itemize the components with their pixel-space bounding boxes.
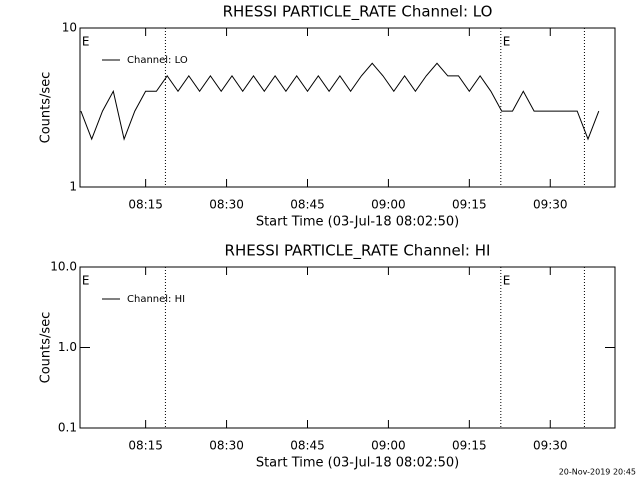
data-line xyxy=(80,62,600,141)
x-tick-label: 08:45 xyxy=(290,198,325,212)
x-tick-label: 09:30 xyxy=(533,439,568,453)
y-tick-label: 1 xyxy=(69,180,77,194)
footer: 20-Nov-2019 20:45 xyxy=(559,468,636,477)
legend-label: Channel: HI xyxy=(127,294,185,305)
y-tick-label: 10 xyxy=(62,21,77,35)
annotation: E xyxy=(82,274,90,288)
x-tick-label: 09:15 xyxy=(452,439,487,453)
x-tick-label: 09:15 xyxy=(452,198,487,212)
x-axis-label: Start Time (03-Jul-18 08:02:50) xyxy=(256,456,459,471)
y-axis-label: Counts/sec xyxy=(39,72,54,144)
y-tick-label: 10.0 xyxy=(50,260,77,274)
plot-frame xyxy=(79,27,616,188)
x-tick-label: 08:45 xyxy=(290,439,325,453)
annotation: E xyxy=(82,35,90,49)
y-axis-label: Counts/sec xyxy=(39,312,54,384)
x-tick-label: 08:15 xyxy=(128,198,163,212)
x-tick-label: 09:00 xyxy=(371,439,406,453)
chart-title: RHESSI PARTICLE_RATE Channel: HI xyxy=(225,242,491,261)
x-tick-label: 09:00 xyxy=(371,198,406,212)
x-tick-label: 08:30 xyxy=(209,198,244,212)
x-tick-label: 08:30 xyxy=(209,439,244,453)
annotation: E xyxy=(503,274,511,288)
y-tick-label: 0.1 xyxy=(58,421,77,435)
y-tick-label: 1.0 xyxy=(58,340,77,354)
x-tick-label: 09:30 xyxy=(533,198,568,212)
legend-label: Channel: LO xyxy=(127,55,188,66)
x-tick-label: 08:15 xyxy=(128,439,163,453)
annotation: E xyxy=(503,35,511,49)
x-axis-label: Start Time (03-Jul-18 08:02:50) xyxy=(256,215,459,230)
chart-title: RHESSI PARTICLE_RATE Channel: LO xyxy=(223,3,493,22)
